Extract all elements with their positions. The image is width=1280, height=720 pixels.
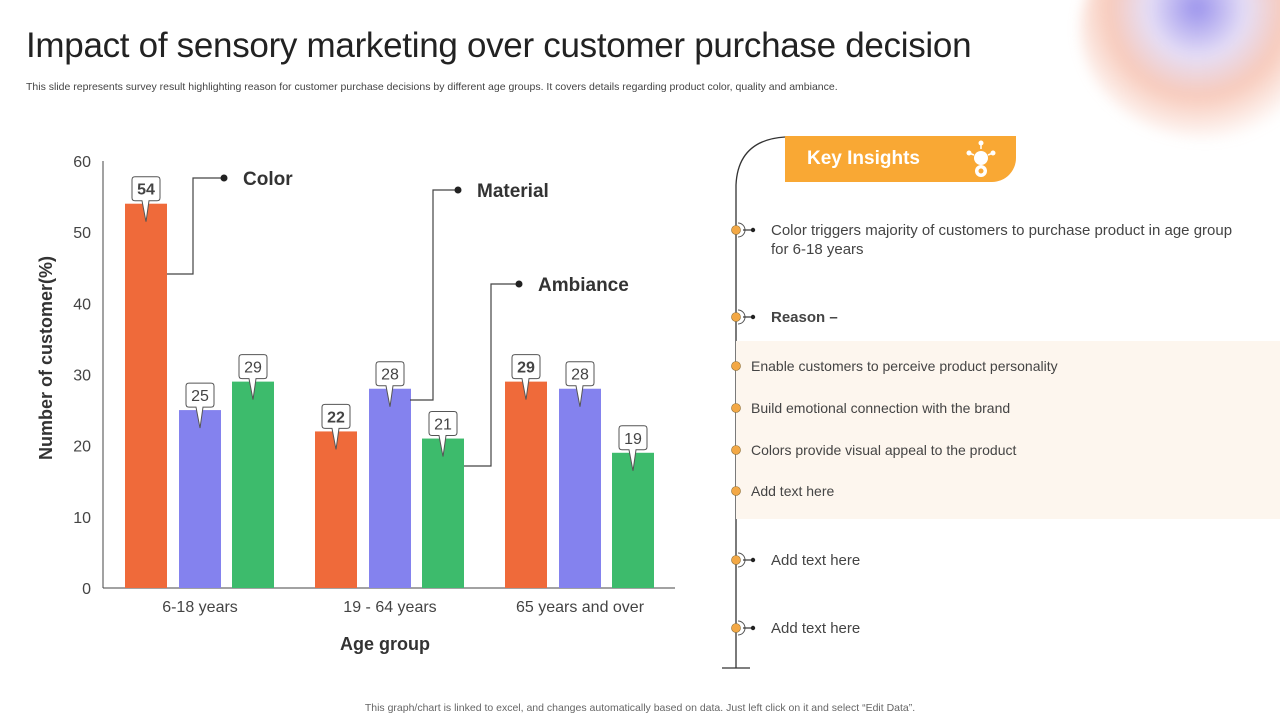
key-insights-header: Key Insights bbox=[785, 136, 1016, 182]
series-name-ambiance: Ambiance bbox=[538, 275, 629, 296]
insight-point-1: Color triggers majority of customers to … bbox=[771, 222, 1233, 258]
data-label: 29 bbox=[517, 360, 535, 377]
reason-item: Colors provide visual appeal to the prod… bbox=[751, 442, 1017, 458]
data-label-callout bbox=[375, 361, 405, 407]
y-axis-label: Number of customer(%) bbox=[36, 256, 56, 460]
annotation-dot bbox=[220, 174, 228, 182]
bar-ambiance bbox=[422, 438, 464, 588]
data-label-callout bbox=[131, 176, 161, 222]
data-label-callout bbox=[321, 403, 351, 450]
bar-color bbox=[505, 381, 547, 588]
data-label: 29 bbox=[244, 360, 262, 377]
data-label-callout bbox=[185, 382, 215, 429]
series-annotation-connector bbox=[410, 189, 458, 401]
bar-color bbox=[125, 203, 167, 588]
annotation-dot bbox=[454, 186, 462, 194]
series-annotation-connector bbox=[167, 177, 224, 275]
data-label-callout bbox=[511, 354, 541, 400]
series-name-color: Color bbox=[243, 169, 293, 190]
lightbulb-gear-icon bbox=[966, 140, 996, 177]
series-annotation-connector bbox=[464, 283, 519, 467]
y-tick-label: 20 bbox=[73, 439, 91, 456]
y-tick-label: 30 bbox=[73, 368, 91, 385]
data-label: 22 bbox=[327, 409, 345, 426]
data-label-callout bbox=[428, 411, 458, 457]
reason-label: Reason – bbox=[771, 309, 838, 326]
insight-point-4: Add text here bbox=[771, 620, 861, 637]
bar-color bbox=[315, 431, 357, 588]
x-tick-label: 19 - 64 years bbox=[343, 599, 436, 616]
footer-note: This graph/chart is linked to excel, and… bbox=[364, 702, 916, 714]
data-label: 25 bbox=[191, 388, 209, 405]
bar-ambiance bbox=[612, 452, 654, 588]
x-tick-label: 6-18 years bbox=[162, 599, 238, 616]
y-tick-label: 50 bbox=[73, 225, 91, 242]
page-subtitle: This slide represents survey result high… bbox=[26, 81, 838, 93]
bar-material bbox=[179, 410, 221, 588]
reason-item: Build emotional connection with the bran… bbox=[751, 400, 1011, 416]
data-label-callout bbox=[618, 425, 648, 471]
data-label: 28 bbox=[571, 367, 589, 384]
y-tick-label: 40 bbox=[73, 296, 91, 313]
data-label-callout bbox=[565, 361, 595, 407]
timeline-line bbox=[735, 136, 786, 668]
annotation-dot bbox=[515, 280, 523, 288]
key-insights-title: Key Insights bbox=[807, 148, 920, 169]
data-label-callout bbox=[238, 354, 268, 400]
data-label: 21 bbox=[434, 417, 452, 434]
data-label: 28 bbox=[381, 367, 399, 384]
bar-material bbox=[369, 388, 411, 588]
series-name-material: Material bbox=[477, 181, 549, 202]
y-tick-label: 10 bbox=[73, 510, 91, 527]
insight-point-3: Add text here bbox=[771, 552, 861, 569]
y-tick-label: 60 bbox=[73, 154, 91, 171]
x-axis-label: Age group bbox=[340, 634, 430, 654]
reasons-band bbox=[736, 341, 1280, 519]
x-tick-label: 65 years and over bbox=[516, 599, 645, 616]
reason-item: Add text here bbox=[751, 483, 835, 499]
bar-ambiance bbox=[232, 381, 274, 588]
data-label: 19 bbox=[624, 431, 642, 448]
reason-item: Enable customers to perceive product per… bbox=[751, 358, 1058, 374]
bar-material bbox=[559, 388, 601, 588]
page-title: Impact of sensory marketing over custome… bbox=[26, 26, 972, 65]
data-label: 54 bbox=[137, 182, 155, 199]
y-tick-label: 0 bbox=[82, 581, 91, 598]
